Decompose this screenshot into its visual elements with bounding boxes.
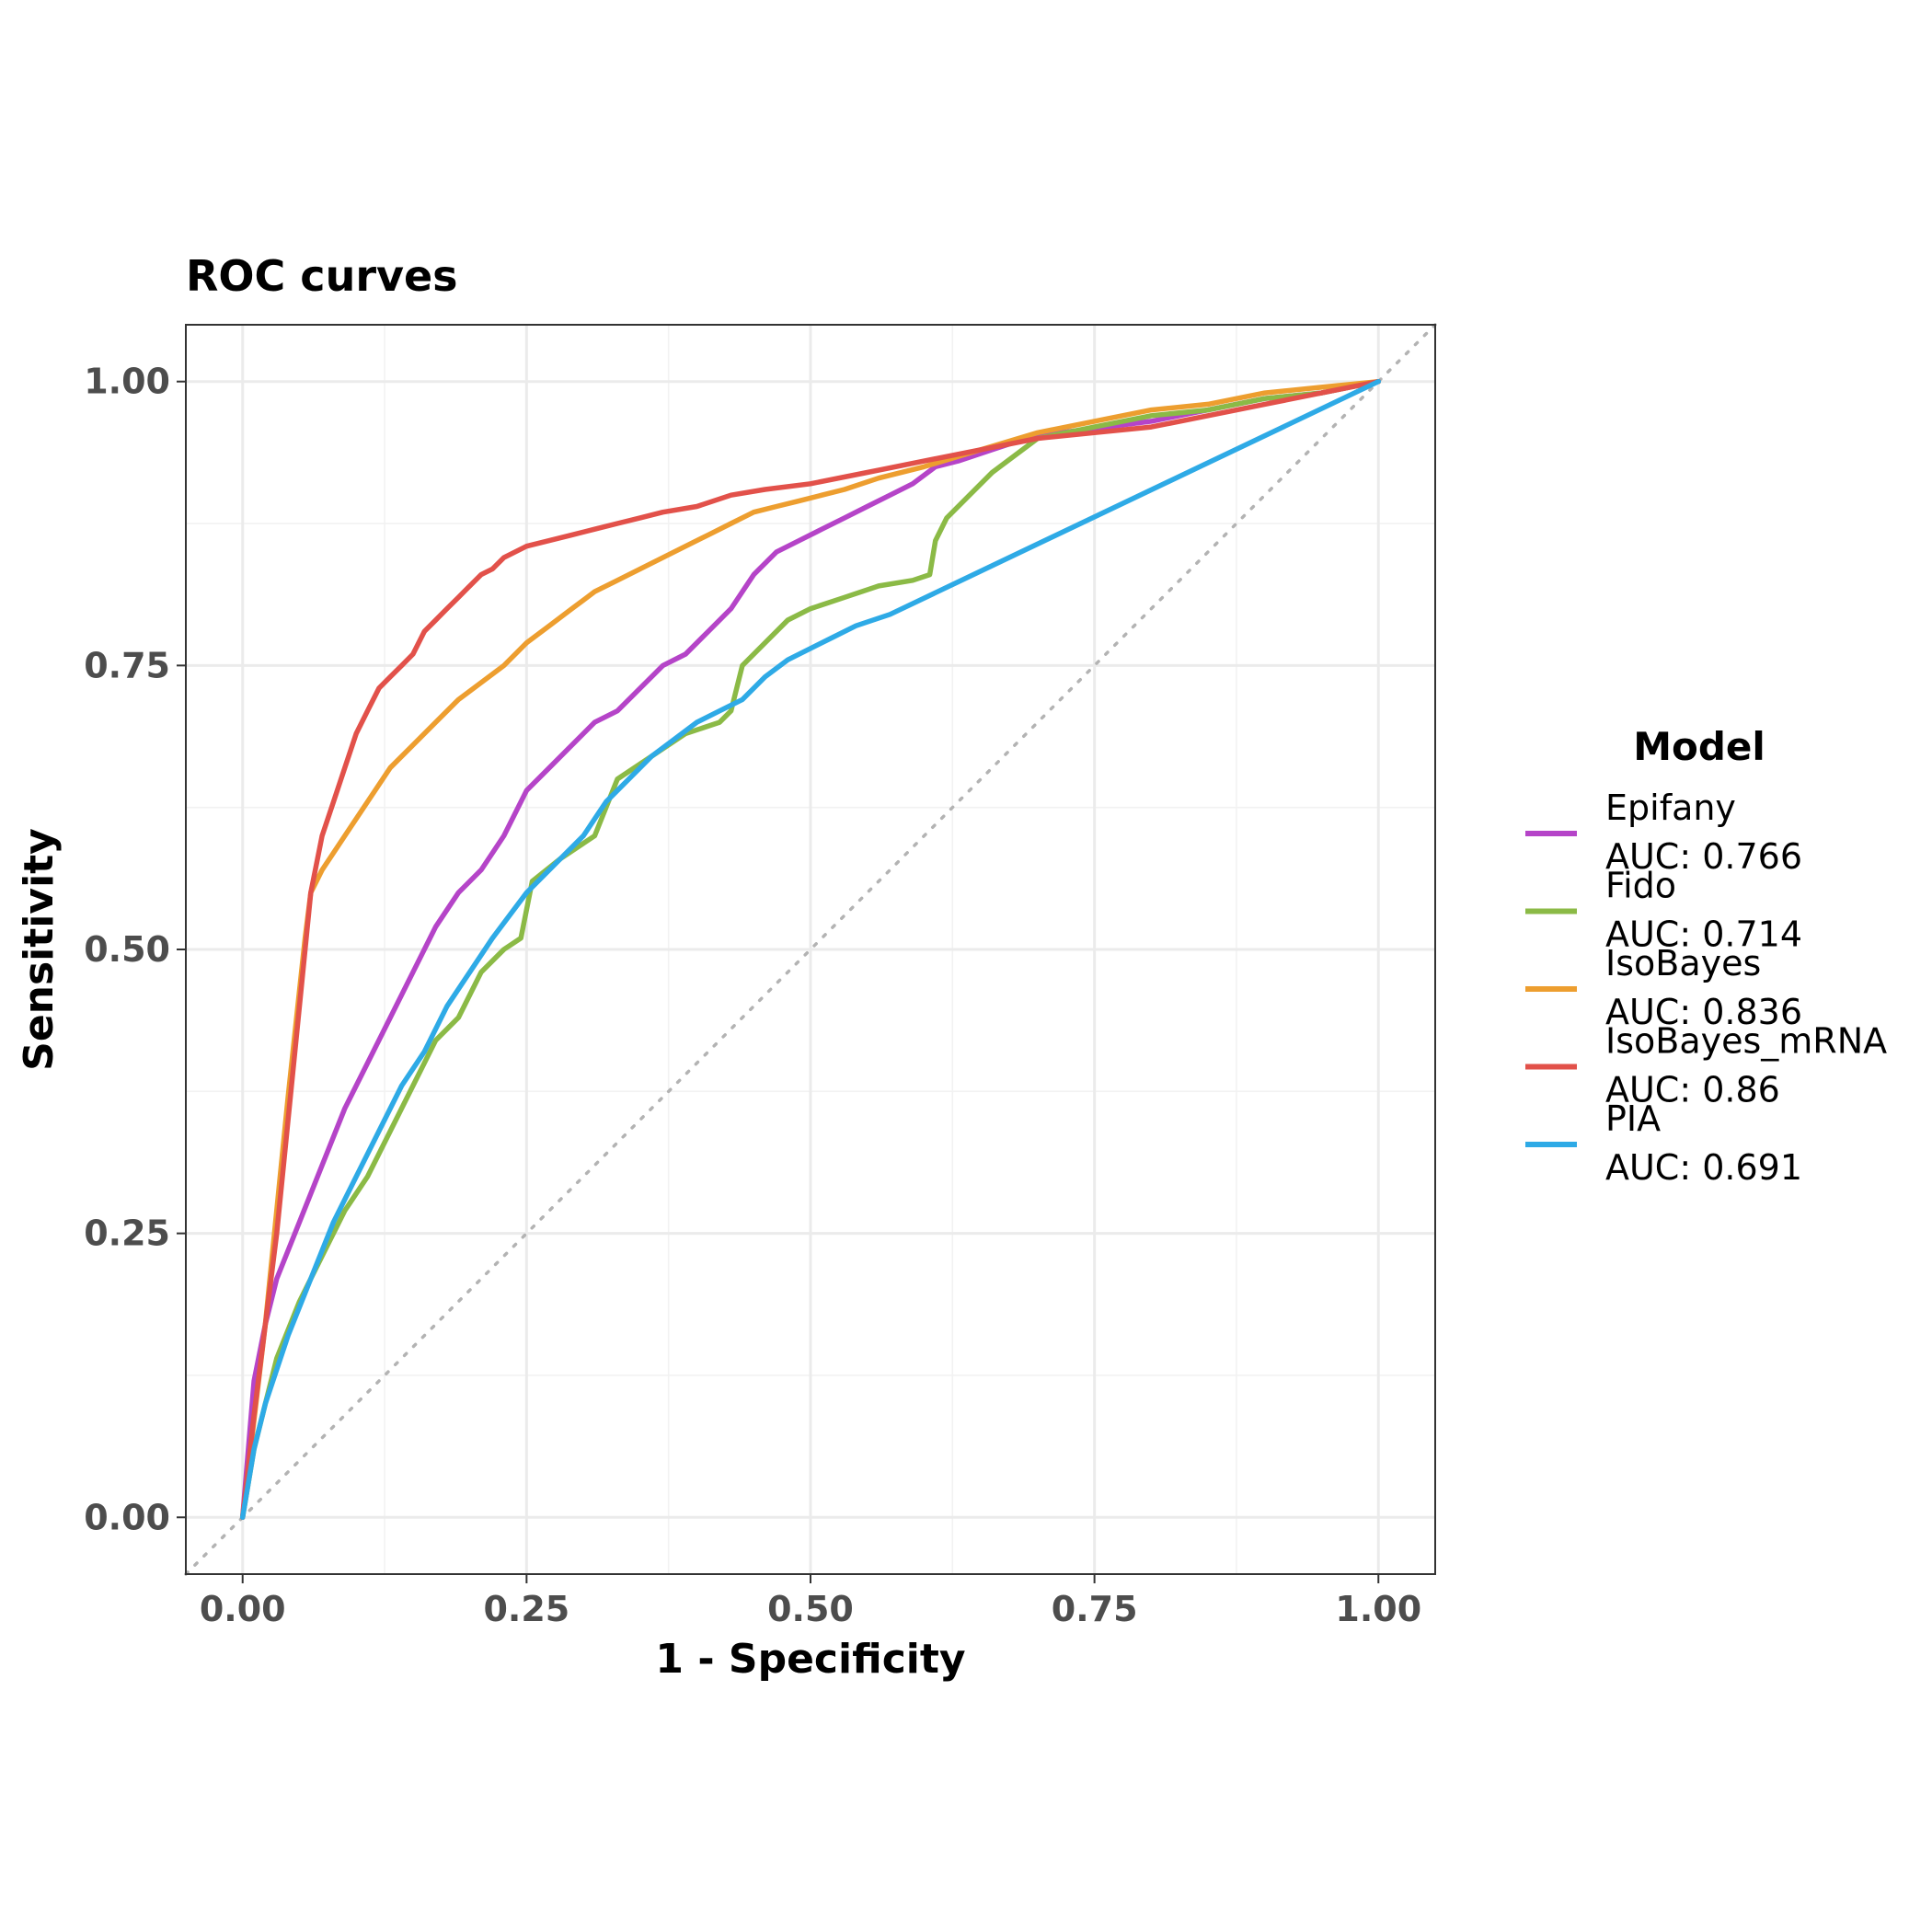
plot-panel [184, 323, 1437, 1576]
grid-major [186, 325, 1435, 1574]
legend-auc-pia: AUC: 0.691 [1605, 1147, 1802, 1188]
legend-auc-fido: AUC: 0.714 [1605, 914, 1802, 955]
y-tick-label: 0.50 [84, 929, 170, 970]
x-tick-label: 0.25 [483, 1589, 569, 1629]
roc-curve-fido [239, 378, 1382, 1521]
y-tick-label: 0.00 [84, 1497, 170, 1537]
x-tick-label: 0.75 [1052, 1589, 1138, 1629]
x-axis-ticks: 0.00 0.25 0.50 0.75 1.00 [200, 1574, 1421, 1629]
legend-label-isobayes: IsoBayes [1605, 943, 1761, 983]
legend-title: Model [1633, 724, 1765, 769]
y-axis-title: Sensitivity [16, 828, 63, 1071]
legend-auc-isobayes-mrna: AUC: 0.86 [1605, 1070, 1780, 1110]
y-tick-label: 0.75 [84, 645, 170, 685]
y-tick-label: 0.25 [84, 1213, 170, 1254]
roc-curve-isobayes [239, 378, 1382, 1521]
x-tick-label: 1.00 [1335, 1589, 1421, 1629]
roc-curves [239, 378, 1382, 1521]
legend-label-isobayes-mrna: IsoBayes_mRNA [1605, 1021, 1887, 1062]
reference-diagonal-line [184, 323, 1437, 1576]
roc-curve-isobayes-mrna [239, 378, 1382, 1521]
legend-auc-epifany: AUC: 0.766 [1605, 836, 1802, 877]
chart-title: ROC curves [186, 251, 458, 301]
x-tick-label: 0.00 [200, 1589, 286, 1629]
x-tick-label: 0.50 [767, 1589, 854, 1629]
y-axis-ticks: 0.00 0.25 0.50 0.75 1.00 [84, 362, 186, 1537]
legend-label-epifany: Epifany [1605, 788, 1736, 828]
legend-label-fido: Fido [1605, 866, 1676, 906]
roc-curve-pia [239, 378, 1382, 1521]
y-tick-label: 1.00 [84, 362, 170, 402]
legend-label-pia: PIA [1605, 1098, 1661, 1139]
x-axis-title: 1 - Specificity [655, 1636, 965, 1683]
legend-auc-isobayes: AUC: 0.836 [1605, 992, 1802, 1032]
